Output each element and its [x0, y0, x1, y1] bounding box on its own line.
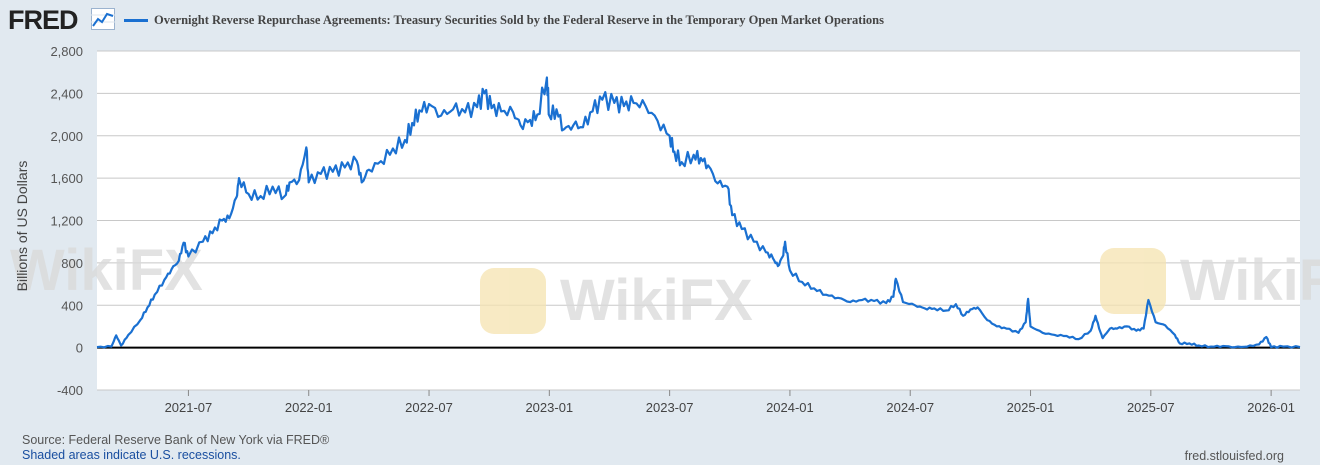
chart-canvas[interactable]: WikiFX WikiFX WikiFX -400 0 400 800 1,200 1,600… — [0, 0, 1320, 430]
source-text: Source: Federal Reserve Bank of New York… — [22, 433, 330, 447]
wikifx-watermark: WikiFX — [10, 238, 203, 303]
y-tick-label: 2,800 — [50, 44, 83, 59]
gridlines — [97, 50, 1300, 391]
x-tick-label: 2026-01 — [1247, 400, 1295, 415]
chart-header: FRED Overnight Reverse Repurchase Agreem… — [0, 0, 1320, 40]
x-tick-label: 2025-01 — [1007, 400, 1055, 415]
x-tick-label: 2022-07 — [405, 400, 453, 415]
source-note: Source: Federal Reserve Bank of New York… — [22, 433, 329, 463]
y-axis-ticks: -400 0 400 800 1,200 1,600 2,000 2,400 2,800 — [50, 44, 83, 398]
watermark-text: WikiFX — [1180, 248, 1320, 313]
site-link[interactable]: fred.stlouisfed.org — [1184, 449, 1284, 463]
y-tick-label: 0 — [76, 341, 83, 356]
y-tick-label: 400 — [61, 298, 83, 313]
watermark: WikiFX WikiFX WikiFX — [10, 238, 1320, 334]
x-tick-label: 2023-07 — [646, 400, 694, 415]
line-chart-icon — [91, 8, 115, 30]
watermark-text: WikiFX — [560, 268, 753, 333]
recession-note[interactable]: Shaded areas indicate U.S. recessions. — [22, 448, 241, 462]
chart-title: Overnight Reverse Repurchase Agreements:… — [154, 13, 884, 27]
watermark-text: WikiFX — [10, 238, 203, 303]
watermark-logo-icon — [480, 268, 546, 334]
y-tick-label: 1,200 — [50, 214, 83, 229]
x-tick-label: 2022-01 — [285, 400, 333, 415]
series-line[interactable] — [96, 76, 1301, 349]
x-tick-label: 2023-01 — [525, 400, 573, 415]
y-axis-title: Billions of US Dollars — [14, 160, 30, 292]
x-tick-label: 2025-07 — [1127, 400, 1175, 415]
y-tick-label: 800 — [61, 256, 83, 271]
chart-legend: Overnight Reverse Repurchase Agreements:… — [124, 13, 884, 28]
x-tick-label: 2024-01 — [766, 400, 814, 415]
y-tick-label: 2,400 — [50, 86, 83, 101]
watermark-logo-icon — [1100, 248, 1166, 314]
y-tick-label: 2,000 — [50, 129, 83, 144]
x-tick-label: 2021-07 — [165, 400, 213, 415]
wikifx-watermark: WikiFX — [480, 268, 753, 334]
x-axis-ticks: 2021-07 2022-01 2022-07 2023-01 2023-07 2024-… — [165, 390, 1295, 415]
fred-logo[interactable]: FRED — [8, 5, 78, 35]
y-tick-label: 1,600 — [50, 171, 83, 186]
x-tick-label: 2024-07 — [886, 400, 934, 415]
legend-swatch — [124, 19, 148, 22]
y-tick-label: -400 — [57, 383, 83, 398]
wikifx-watermark: WikiFX — [1100, 248, 1320, 314]
